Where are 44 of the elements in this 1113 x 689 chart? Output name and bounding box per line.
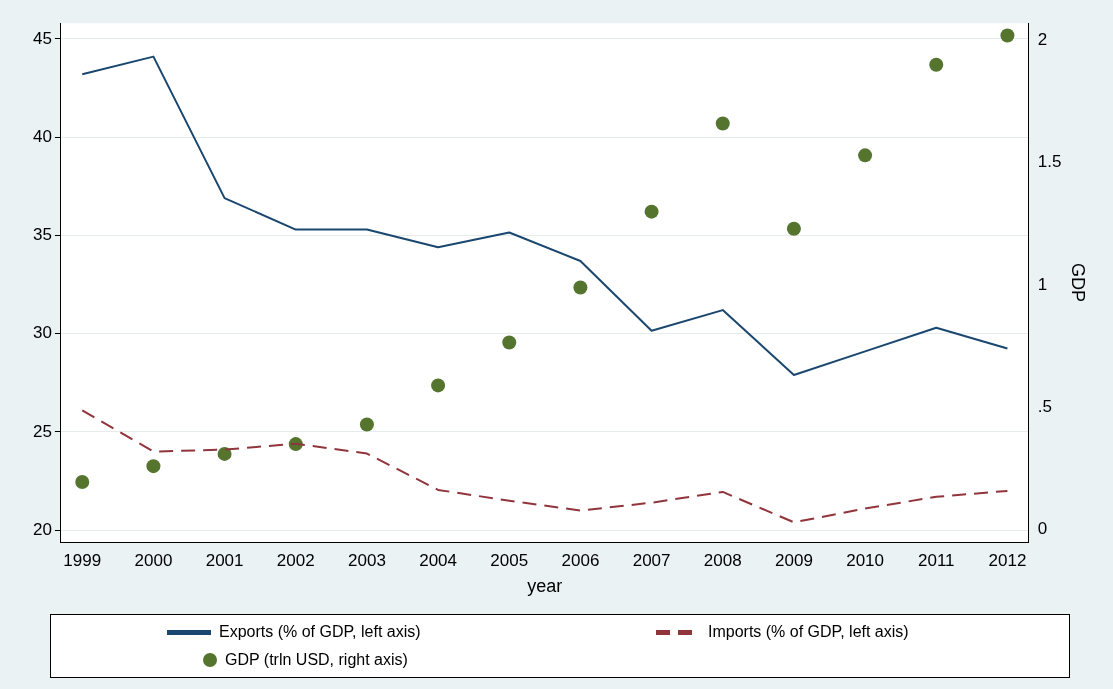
point — [217, 446, 232, 461]
x-tick-label: 1999 — [63, 550, 102, 570]
legend-label: GDP (trln USD, right axis) — [225, 651, 408, 669]
x-tick-label: 2001 — [205, 550, 244, 570]
point — [75, 475, 90, 490]
x-tick-label: 2010 — [846, 550, 884, 570]
y-tick-label: 30 — [32, 323, 52, 343]
x-tick-label: 2006 — [561, 550, 600, 570]
x-tick-label: 2011 — [917, 550, 955, 570]
x-tick-label: 2008 — [703, 550, 742, 570]
y-tick-label: 40 — [32, 126, 52, 146]
point — [146, 459, 161, 474]
x-tick-label: 2005 — [490, 550, 529, 570]
point — [431, 378, 446, 393]
point — [359, 417, 374, 432]
y2-tick-label: 2 — [1037, 30, 1048, 50]
x-tick-label: 2000 — [134, 550, 173, 570]
point — [573, 280, 588, 295]
x-tick-label: 2009 — [775, 550, 813, 570]
point — [786, 221, 801, 236]
y2-axis-title: GDP — [1068, 263, 1089, 303]
point — [502, 335, 517, 350]
y-tick-label: 25 — [32, 421, 52, 441]
x-tick-label: 2002 — [276, 550, 315, 570]
x-tick-label: 2004 — [419, 550, 457, 570]
y2-tick-label: 1 — [1037, 274, 1048, 294]
x-tick-label: 2007 — [632, 550, 671, 570]
y2-tick-label: 0 — [1037, 519, 1048, 539]
point — [929, 57, 944, 72]
point — [858, 148, 873, 163]
y2-tick-label: .5 — [1037, 397, 1052, 417]
legend-label: Exports (% of GDP, left axis) — [219, 623, 421, 641]
x-axis-title: year — [527, 576, 563, 597]
y-tick-label: 20 — [32, 519, 52, 539]
y-tick-label: 45 — [32, 28, 52, 48]
point — [715, 116, 730, 131]
y2-tick-label: 1.5 — [1037, 152, 1062, 172]
y-tick-label: 35 — [32, 225, 52, 245]
point — [1000, 28, 1015, 43]
legend-label: Imports (% of GDP, left axis) — [708, 623, 909, 641]
x-tick-label: 2012 — [988, 550, 1027, 570]
x-tick-label: 2003 — [348, 550, 386, 570]
line-series — [81, 409, 1009, 524]
point — [644, 204, 659, 219]
